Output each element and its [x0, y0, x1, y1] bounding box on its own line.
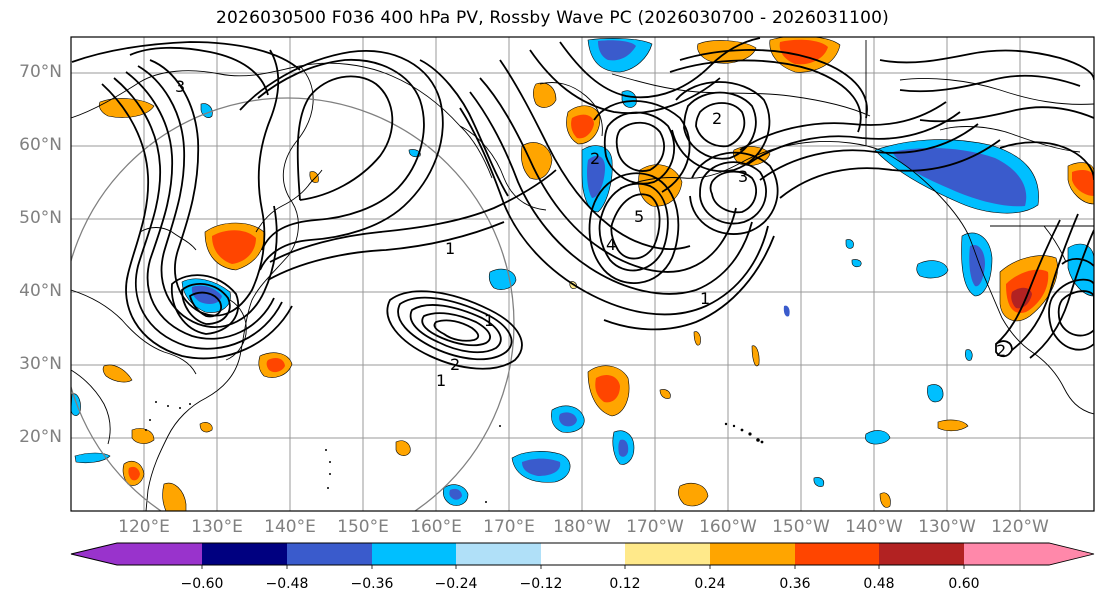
- colorbar-bin: [541, 543, 625, 565]
- positive-anomaly-korea-core: [212, 230, 256, 264]
- lon-label: 170°W: [626, 517, 684, 537]
- lat-label: 20°N: [19, 427, 62, 447]
- lat-label: 60°N: [19, 135, 62, 155]
- positive-anomaly-north-pacific-core: [595, 374, 620, 403]
- lon-label: 120°W: [991, 517, 1049, 537]
- coastlines: [71, 40, 1094, 511]
- contour-label: 5: [634, 207, 644, 226]
- contour-label: 2: [712, 109, 722, 128]
- lat-label: 50°N: [19, 208, 62, 228]
- colorbar-bin: [879, 543, 964, 565]
- colorbar-tick-label: 0.60: [948, 576, 980, 592]
- colorbar-bin: [795, 543, 879, 565]
- lon-label: 150°E: [337, 517, 389, 537]
- negative-anomaly-us-west-core: [969, 244, 985, 287]
- contour-label: 2: [450, 355, 460, 374]
- positive-anomaly-bering-sea-core: [571, 114, 594, 139]
- negative-anomaly-arctic-core: [598, 40, 636, 61]
- contour-label: 1: [700, 289, 710, 308]
- lat-label: 30°N: [19, 354, 62, 374]
- contour-label: 2: [590, 149, 600, 168]
- colorbar-bin: [287, 543, 372, 565]
- contour-label: 3: [175, 77, 185, 96]
- colorbar-low-extension: [71, 543, 117, 565]
- negative-anomaly-hawaii-core: [522, 458, 561, 476]
- negative-anomaly-japan-core: [191, 285, 222, 304]
- lon-label: 170°E: [483, 517, 535, 537]
- colorbar-tick-label: 0.36: [779, 576, 811, 592]
- negative-anomaly-near-date: [488, 268, 517, 290]
- lon-label: 140°E: [264, 517, 316, 537]
- lon-label: 150°W: [772, 517, 830, 537]
- lon-label: 160°E: [410, 517, 462, 537]
- lon-label: 120°E: [118, 517, 170, 537]
- colorbar-tick-label: 0.12: [609, 576, 641, 592]
- colorbar-tick-label: 0.24: [694, 576, 726, 592]
- lon-label: 160°W: [699, 517, 757, 537]
- map-title: 2026030500 F036 400 hPa PV, Rossby Wave …: [216, 8, 889, 28]
- colorbar: [70, 542, 1095, 569]
- colorbar-tick-label: −0.48: [265, 576, 309, 592]
- lon-label: 180°W: [553, 517, 611, 537]
- contour-label: 1: [445, 239, 455, 258]
- lat-label: 70°N: [19, 62, 62, 82]
- colorbar-bin: [117, 543, 202, 565]
- contour-labels: 3 1 1 2 5 4 3 2 1 1 2 2: [175, 77, 1006, 390]
- colorbar-high-extension: [1049, 543, 1094, 565]
- colorbar-outline: [70, 542, 1095, 566]
- anomaly-shading: [71, 37, 1094, 511]
- colorbar-bin: [710, 543, 795, 565]
- contour-label: 1: [484, 311, 494, 330]
- lon-label: 130°E: [191, 517, 243, 537]
- plot-frame: [70, 36, 1095, 512]
- colorbar-bin: [456, 543, 541, 565]
- colorbar-tick-label: −0.12: [519, 576, 563, 592]
- lat-label: 40°N: [19, 281, 62, 301]
- map-plot-area: 3 1 1 2 5 4 3 2 1 1 2 2: [71, 37, 1094, 511]
- colorbar-tick-label: −0.24: [434, 576, 478, 592]
- negative-anomaly-alaska-core: [892, 148, 1027, 207]
- pv-contours: [71, 37, 1094, 370]
- contour-label: 3: [738, 167, 748, 186]
- colorbar-bin: [202, 543, 287, 565]
- colorbar-tick-label: −0.60: [180, 576, 224, 592]
- positive-anomaly-us-southwest-peak: [1011, 287, 1032, 309]
- contour-label: 1: [436, 371, 446, 390]
- island-dots: [145, 401, 764, 503]
- lon-label: 130°W: [918, 517, 976, 537]
- colorbar-bin: [625, 543, 710, 565]
- negative-anomaly-bering-core: [587, 155, 606, 198]
- colorbar-bin: [964, 543, 1049, 565]
- positive-anomaly-arctic-east-core: [779, 39, 828, 65]
- contour-label: 2: [996, 341, 1006, 360]
- lon-label: 140°W: [845, 517, 903, 537]
- colorbar-bin: [372, 543, 456, 565]
- colorbar-tick-label: 0.48: [863, 576, 895, 592]
- contour-label: 4: [606, 235, 616, 254]
- colorbar-tick-label: −0.36: [350, 576, 394, 592]
- region-circle: [71, 97, 515, 511]
